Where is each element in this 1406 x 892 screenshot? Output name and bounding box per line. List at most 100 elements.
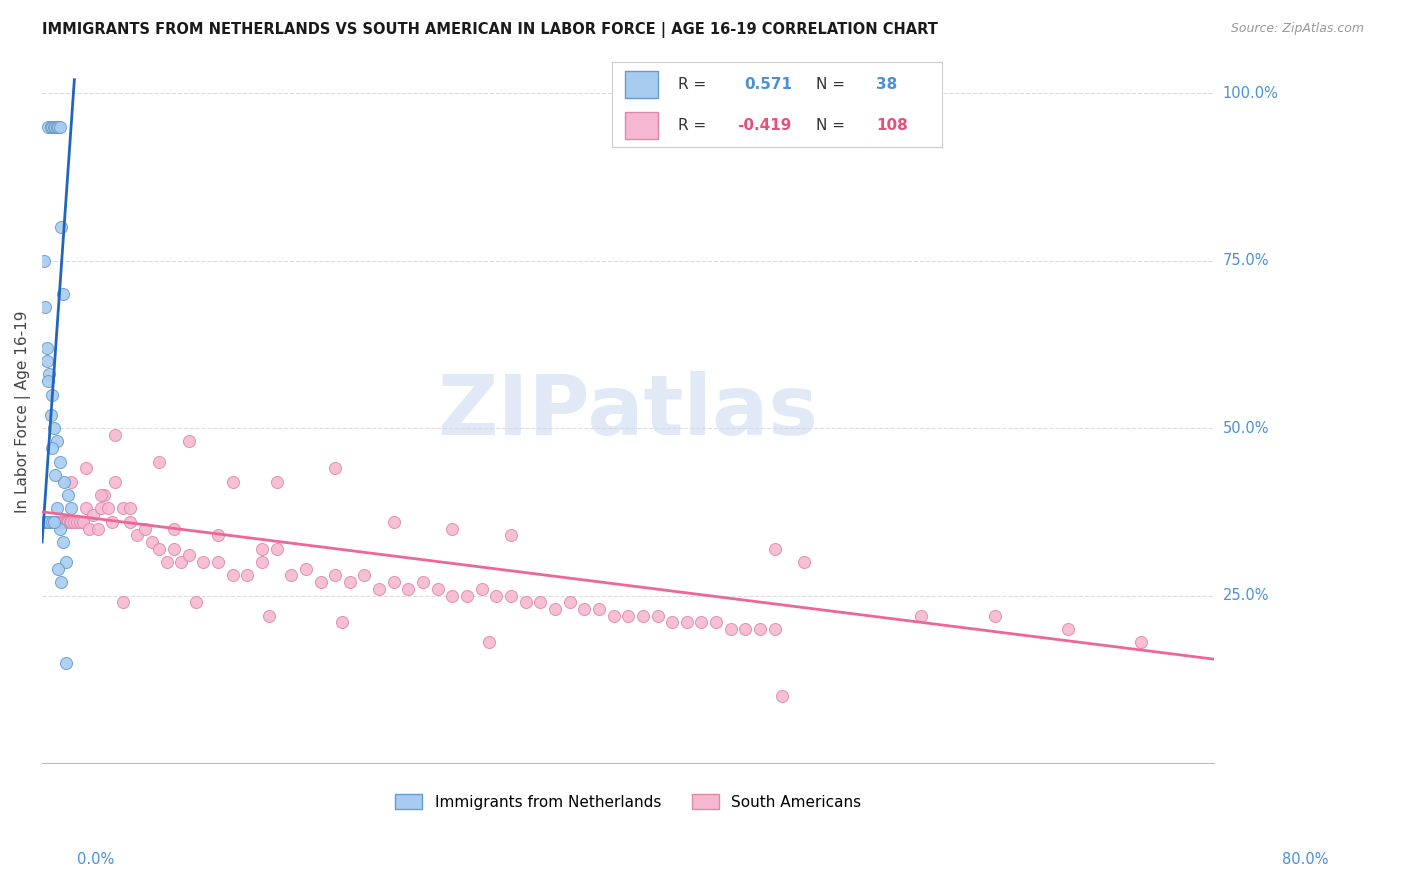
Text: Source: ZipAtlas.com: Source: ZipAtlas.com [1230,22,1364,36]
Point [207,528,229,542]
Point [104,475,127,489]
Point [87,522,110,536]
Point [763,541,786,556]
Point [323,461,346,475]
Text: 0.0%: 0.0% [77,852,114,867]
Point [193,555,215,569]
Point [471,582,494,596]
Point [44,515,66,529]
Point [529,595,551,609]
Point [257,608,280,623]
Point [34,515,56,529]
Point [97,501,120,516]
Point [45,501,67,516]
Point [602,608,624,623]
Point [250,541,273,556]
Point [38,515,60,529]
Point [42,515,65,529]
Point [163,541,186,556]
Point [53,475,76,489]
Point [42,120,65,134]
Text: 75.0%: 75.0% [1223,253,1270,268]
Point [720,622,742,636]
Text: N =: N = [817,118,851,133]
Point [631,608,654,623]
Point [52,515,75,529]
Point [41,387,63,401]
Point [236,568,259,582]
Point [56,515,79,529]
Point [221,475,243,489]
Point [207,555,229,569]
Point [60,501,83,516]
Point [368,582,391,596]
Point [49,220,72,235]
Text: 100.0%: 100.0% [1223,86,1278,101]
Point [37,515,59,529]
Point [763,622,786,636]
Point [69,515,91,529]
Point [177,434,200,449]
Point [32,253,55,268]
Point [42,421,65,435]
Text: N =: N = [817,77,851,92]
Point [382,575,405,590]
Text: 50.0%: 50.0% [1223,420,1270,435]
Point [66,515,89,529]
Point [75,461,97,475]
Point [280,568,302,582]
Point [515,595,537,609]
Point [48,454,70,468]
Point [478,635,501,649]
Point [45,434,67,449]
Point [44,467,66,482]
Point [441,589,464,603]
Point [221,568,243,582]
Point [53,515,76,529]
Point [266,475,288,489]
Point [39,408,62,422]
Point [38,368,60,382]
Point [46,515,69,529]
Point [55,656,77,670]
Point [93,488,115,502]
Point [49,575,72,590]
Text: 0.571: 0.571 [744,77,792,92]
Point [45,515,67,529]
Point [41,120,63,134]
Point [90,501,112,516]
Point [690,615,713,630]
Point [558,595,581,609]
Point [41,515,63,529]
Point [48,515,70,529]
Point [184,595,207,609]
Point [441,522,464,536]
Point [499,528,522,542]
Text: 25.0%: 25.0% [1223,588,1270,603]
Point [734,622,756,636]
Point [250,555,273,569]
Point [75,501,97,516]
Point [58,515,80,529]
Point [675,615,697,630]
Point [148,541,170,556]
Point [72,515,94,529]
Point [48,522,70,536]
Point [52,535,75,549]
Point [749,622,772,636]
Point [353,568,375,582]
Text: -0.419: -0.419 [737,118,792,133]
Text: 38: 38 [876,77,897,92]
Point [412,575,434,590]
Point [52,287,75,301]
Point [332,615,354,630]
Point [163,522,186,536]
Point [156,555,179,569]
Point [588,602,610,616]
Text: IMMIGRANTS FROM NETHERLANDS VS SOUTH AMERICAN IN LABOR FORCE | AGE 16-19 CORRELA: IMMIGRANTS FROM NETHERLANDS VS SOUTH AME… [42,22,938,38]
Point [1056,622,1078,636]
Point [60,475,83,489]
Point [48,120,70,134]
Point [323,568,346,582]
Point [177,549,200,563]
